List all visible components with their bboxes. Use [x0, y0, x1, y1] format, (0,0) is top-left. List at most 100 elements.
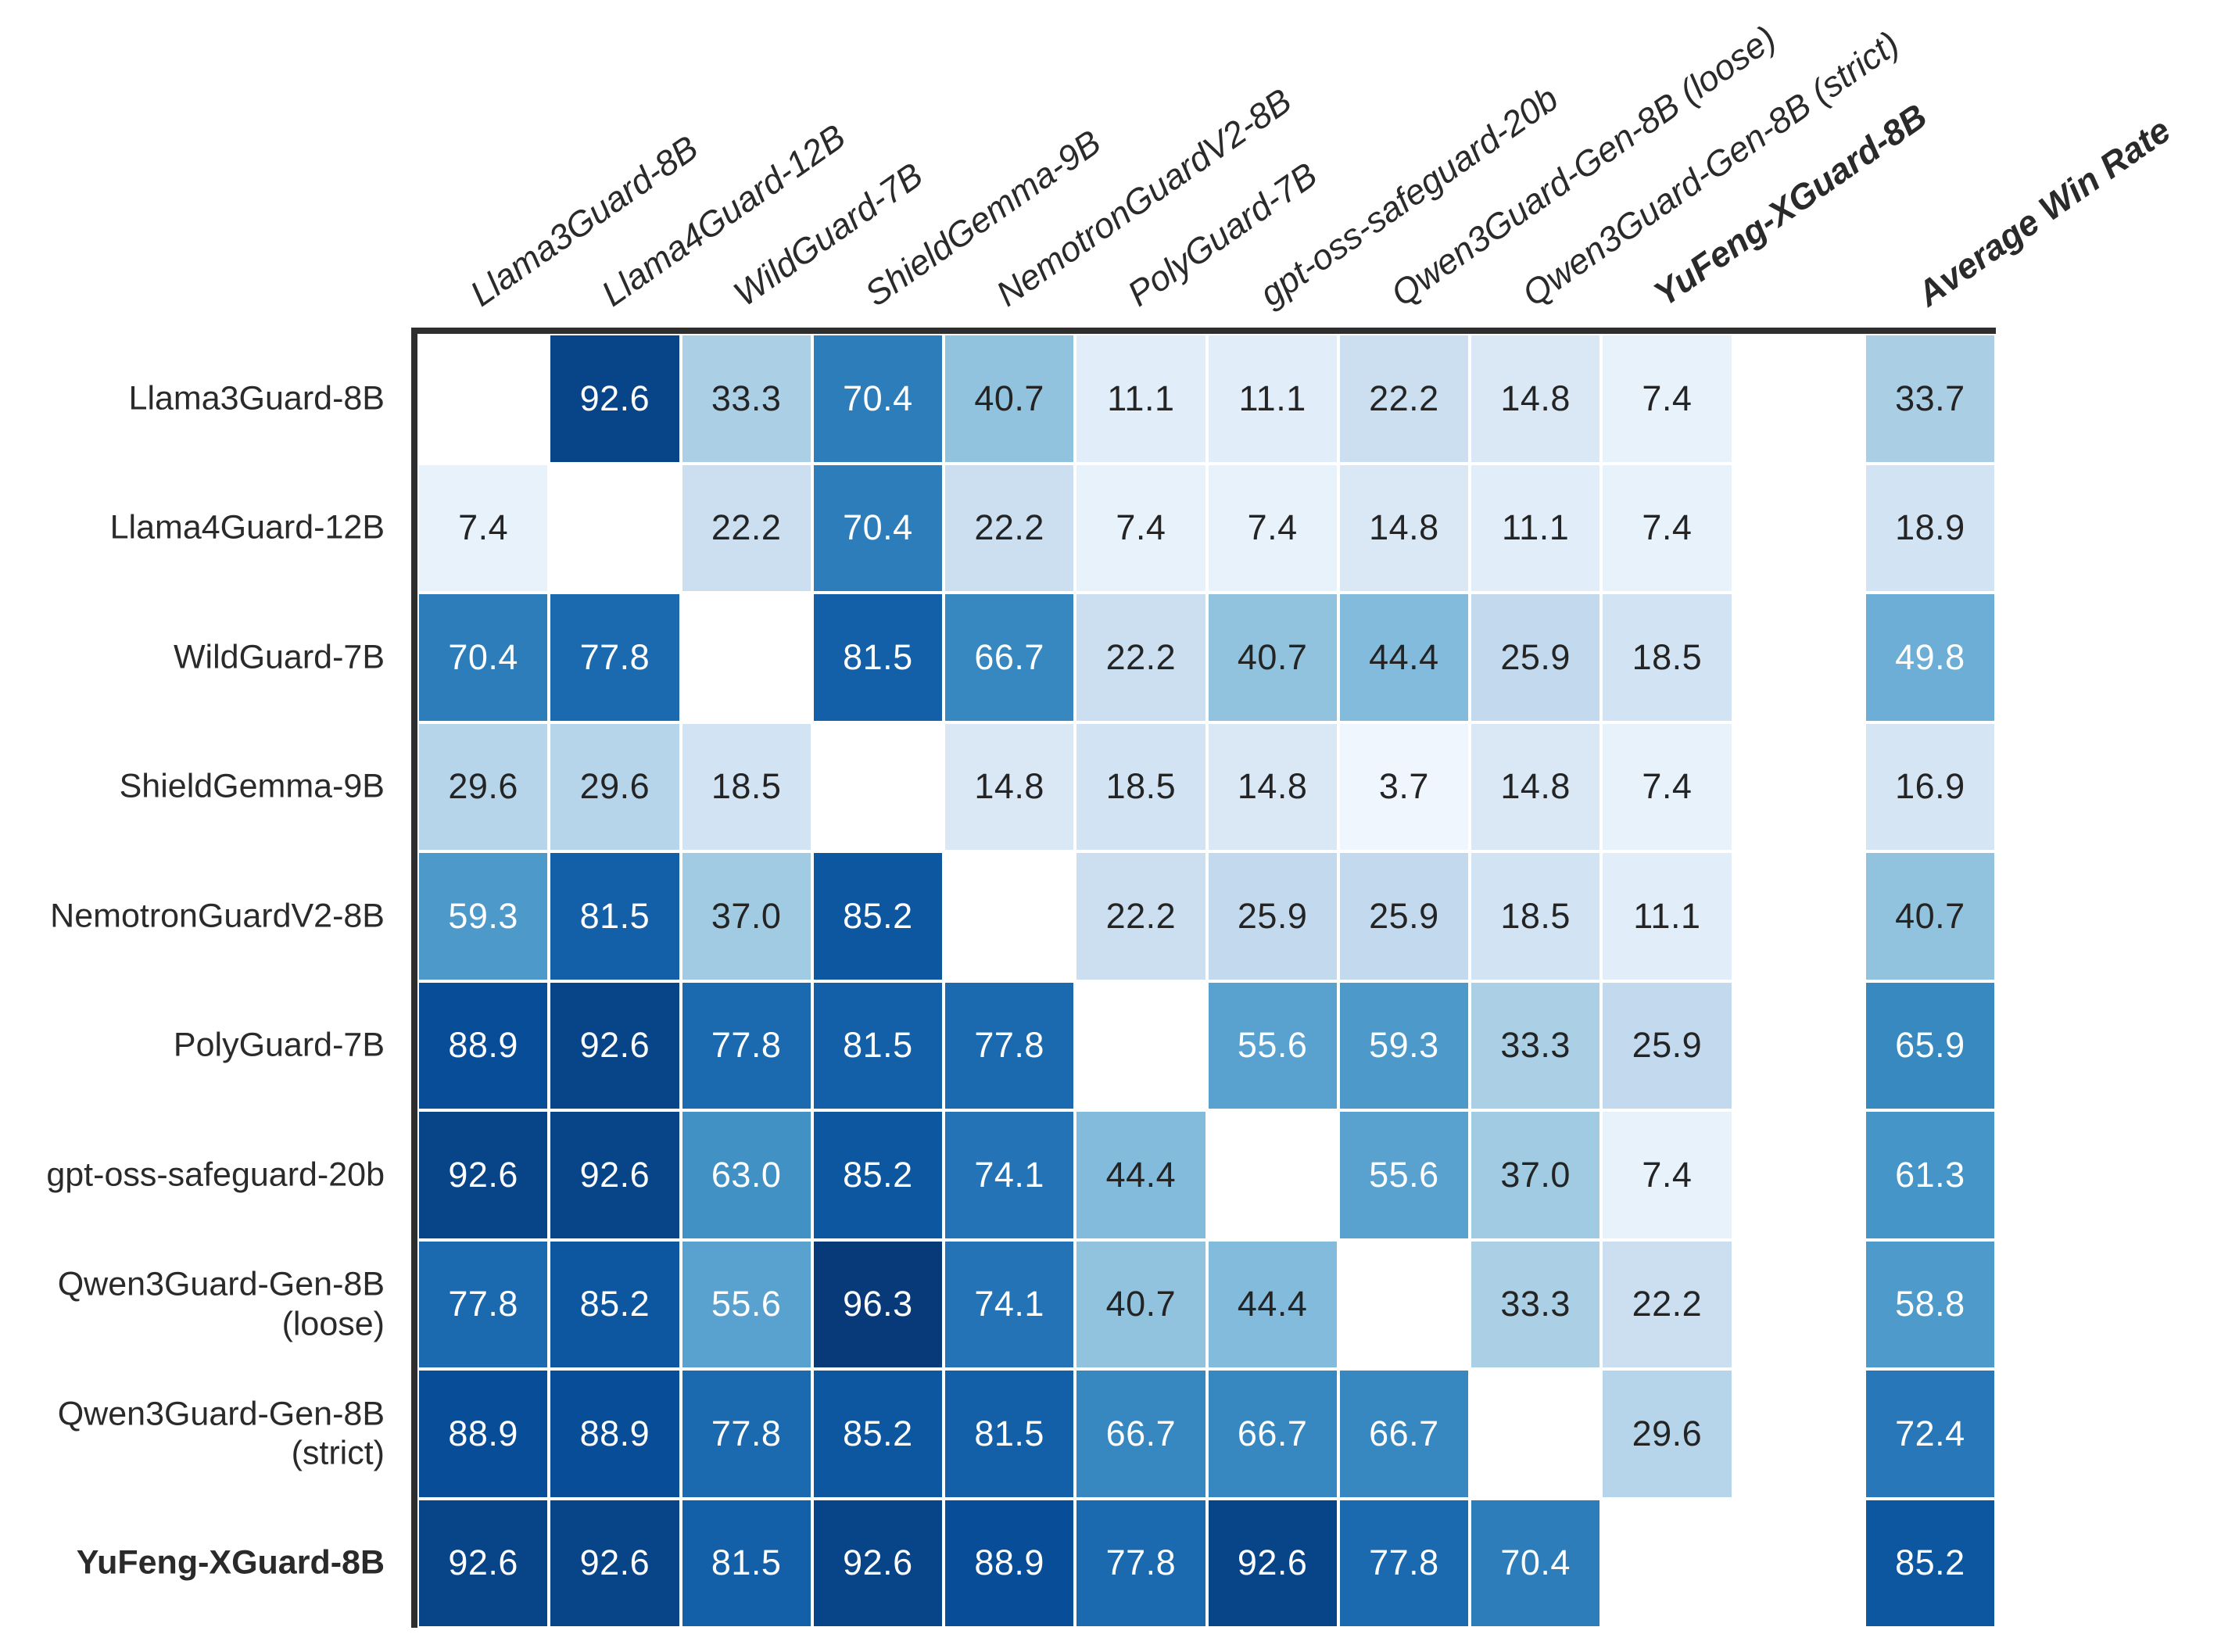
heatmap-cell: 92.6 — [419, 1500, 548, 1626]
heatmap-cell: 66.7 — [1076, 1371, 1205, 1497]
heatmap-cell: 92.6 — [550, 1500, 679, 1626]
row-label: gpt-oss-safeguard-20b — [46, 1156, 385, 1194]
row-label: Qwen3Guard-Gen-8B (loose) — [57, 1265, 385, 1343]
heatmap-cell: 77.8 — [682, 982, 811, 1109]
heatmap-cell: 29.6 — [419, 723, 548, 850]
axis-border-top — [411, 328, 1996, 334]
heatmap-cell: 25.9 — [1339, 853, 1468, 980]
row-label: PolyGuard-7B — [173, 1026, 385, 1064]
average-win-rate-cell: 72.4 — [1865, 1371, 1994, 1497]
heatmap-cell: 77.8 — [945, 982, 1074, 1109]
heatmap-cell: 92.6 — [419, 1112, 548, 1238]
average-win-rate-cell: 49.8 — [1865, 594, 1994, 721]
heatmap-cell: 55.6 — [682, 1241, 811, 1367]
heatmap-cell: 88.9 — [419, 1371, 548, 1497]
heatmap-cell: 85.2 — [813, 853, 942, 980]
heatmap-cell: 92.6 — [1208, 1500, 1337, 1626]
average-win-rate-cell: 61.3 — [1865, 1112, 1994, 1238]
heatmap-cell: 81.5 — [682, 1500, 811, 1626]
heatmap-cell: 88.9 — [550, 1371, 679, 1497]
heatmap-cell: 33.3 — [1471, 1241, 1600, 1367]
row-label: WildGuard-7B — [173, 638, 385, 676]
heatmap-cell: 81.5 — [813, 594, 942, 721]
heatmap-cell: 81.5 — [813, 982, 942, 1109]
heatmap-cell: 66.7 — [945, 594, 1074, 721]
average-win-rate-cell: 16.9 — [1865, 723, 1994, 850]
heatmap-cell: 22.2 — [1339, 335, 1468, 462]
heatmap-cell: 55.6 — [1208, 982, 1337, 1109]
heatmap-cell: 11.1 — [1076, 335, 1205, 462]
heatmap-cell: 14.8 — [945, 723, 1074, 850]
heatmap-cell: 92.6 — [550, 1112, 679, 1238]
heatmap-cell: 70.4 — [813, 335, 942, 462]
heatmap-cell: 37.0 — [1471, 1112, 1600, 1238]
heatmap-cell: 44.4 — [1208, 1241, 1337, 1367]
heatmap-cell: 7.4 — [1603, 335, 1732, 462]
row-label: Qwen3Guard-Gen-8B (strict) — [57, 1395, 385, 1472]
heatmap-cell: 22.2 — [682, 464, 811, 591]
heatmap-cell: 11.1 — [1471, 464, 1600, 591]
heatmap-cell: 81.5 — [945, 1371, 1074, 1497]
heatmap-cell: 11.1 — [1603, 853, 1732, 980]
heatmap-cell: 85.2 — [813, 1371, 942, 1497]
heatmap-cell: 33.3 — [1471, 982, 1600, 1109]
heatmap-cell: 66.7 — [1208, 1371, 1337, 1497]
axis-border-left — [411, 328, 417, 1628]
heatmap-cell: 74.1 — [945, 1241, 1074, 1367]
heatmap-cell: 44.4 — [1339, 594, 1468, 721]
heatmap-cell: 33.3 — [682, 335, 811, 462]
heatmap-cell: 77.8 — [1076, 1500, 1205, 1626]
col-header: ShieldGemma-9B — [857, 122, 1109, 314]
heatmap-cell: 40.7 — [1076, 1241, 1205, 1367]
heatmap-cell: 14.8 — [1471, 335, 1600, 462]
heatmap-cell: 77.8 — [419, 1241, 548, 1367]
heatmap-cell: 25.9 — [1208, 853, 1337, 980]
heatmap-cell: 22.2 — [945, 464, 1074, 591]
heatmap-cell: 92.6 — [550, 335, 679, 462]
heatmap-cell: 66.7 — [1339, 1371, 1468, 1497]
heatmap-cell: 14.8 — [1208, 723, 1337, 850]
heatmap-cell: 18.5 — [1471, 853, 1600, 980]
heatmap-cell: 74.1 — [945, 1112, 1074, 1238]
heatmap-cell: 7.4 — [1076, 464, 1205, 591]
heatmap-cell: 85.2 — [550, 1241, 679, 1367]
heatmap-cell: 11.1 — [1208, 335, 1337, 462]
col-header: Average Win Rate — [1909, 109, 2178, 314]
heatmap-cell: 7.4 — [1208, 464, 1337, 591]
heatmap-cell: 18.5 — [1603, 594, 1732, 721]
heatmap-cell: 14.8 — [1339, 464, 1468, 591]
heatmap-cell: 14.8 — [1471, 723, 1600, 850]
heatmap-cell: 44.4 — [1076, 1112, 1205, 1238]
heatmap-cell: 77.8 — [682, 1371, 811, 1497]
heatmap-cell: 55.6 — [1339, 1112, 1468, 1238]
heatmap-cell: 77.8 — [1339, 1500, 1468, 1626]
heatmap-cell: 29.6 — [550, 723, 679, 850]
row-label: Llama4Guard-12B — [109, 508, 385, 546]
heatmap-cell: 25.9 — [1471, 594, 1600, 721]
average-win-rate-cell: 18.9 — [1865, 464, 1994, 591]
heatmap-cell: 40.7 — [945, 335, 1074, 462]
heatmap-cell: 70.4 — [1471, 1500, 1600, 1626]
row-label: ShieldGemma-9B — [119, 767, 385, 805]
heatmap-cell: 7.4 — [419, 464, 548, 591]
average-win-rate-cell: 65.9 — [1865, 982, 1994, 1109]
heatmap-cell: 22.2 — [1076, 594, 1205, 721]
heatmap-cell: 7.4 — [1603, 1112, 1732, 1238]
heatmap-cell: 77.8 — [550, 594, 679, 721]
heatmap-cell: 70.4 — [419, 594, 548, 721]
row-label: NemotronGuardV2-8B — [50, 897, 385, 935]
average-win-rate-cell: 85.2 — [1865, 1500, 1994, 1626]
heatmap-cell: 88.9 — [945, 1500, 1074, 1626]
heatmap-cell: 40.7 — [1208, 594, 1337, 721]
average-win-rate-cell: 40.7 — [1865, 853, 1994, 980]
heatmap-cell: 22.2 — [1076, 853, 1205, 980]
heatmap-cell: 29.6 — [1603, 1371, 1732, 1497]
heatmap-cell: 7.4 — [1603, 723, 1732, 850]
col-header: Llama3Guard-8B — [463, 127, 706, 314]
heatmap-cell: 92.6 — [550, 982, 679, 1109]
row-label: Llama3Guard-8B — [128, 379, 385, 417]
heatmap-cell: 25.9 — [1603, 982, 1732, 1109]
col-header: Llama4Guard-12B — [594, 116, 853, 314]
heatmap-cell: 88.9 — [419, 982, 548, 1109]
